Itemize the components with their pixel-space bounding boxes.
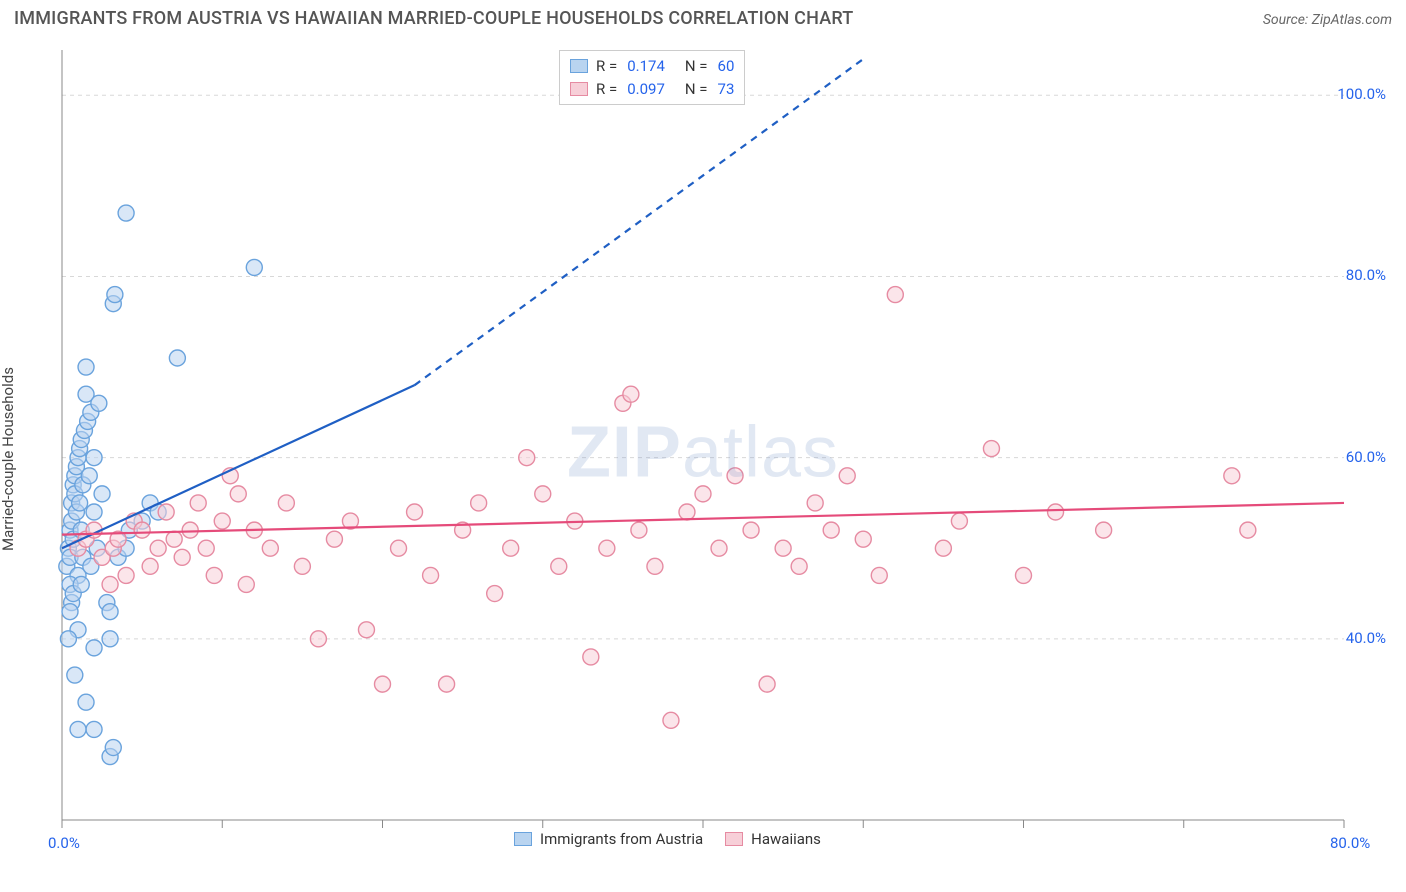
chart-container: Married-couple Households ZIPatlas 40.0%… xyxy=(14,40,1392,878)
y-tick-label: 60.0% xyxy=(1346,448,1386,466)
y-tick-label: 40.0% xyxy=(1346,629,1386,647)
stat-n-label: N = xyxy=(685,78,708,101)
stats-row: R = 0.097 N = 73 xyxy=(570,78,734,101)
legend-label: Hawaiians xyxy=(751,830,821,848)
source-attribution: Source: ZipAtlas.com xyxy=(1263,12,1392,28)
stat-n-value: 60 xyxy=(718,55,735,78)
stats-row: R = 0.174 N = 60 xyxy=(570,55,734,78)
x-tick-label: 80.0% xyxy=(1330,834,1370,852)
legend-swatch xyxy=(570,59,588,73)
chart-title: IMMIGRANTS FROM AUSTRIA VS HAWAIIAN MARR… xyxy=(14,8,853,29)
stat-r-label: R = xyxy=(596,55,617,78)
legend-swatch xyxy=(725,832,743,846)
y-axis-label: Married-couple Households xyxy=(0,367,17,551)
legend-swatch xyxy=(570,82,588,96)
legend-item: Immigrants from Austria xyxy=(514,830,703,848)
stat-r-label: R = xyxy=(596,78,617,101)
stat-n-value: 73 xyxy=(718,78,735,101)
series-legend: Immigrants from Austria Hawaiians xyxy=(514,830,821,848)
stat-r-value: 0.097 xyxy=(627,78,665,101)
stat-n-label: N = xyxy=(685,55,708,78)
legend-label: Immigrants from Austria xyxy=(540,830,703,848)
legend-item: Hawaiians xyxy=(725,830,821,848)
y-tick-label: 100.0% xyxy=(1337,85,1386,103)
scatter-plot xyxy=(14,40,1354,860)
legend-swatch xyxy=(514,832,532,846)
stats-legend-box: R = 0.174 N = 60 R = 0.097 N = 73 xyxy=(559,50,745,105)
stat-r-value: 0.174 xyxy=(627,55,665,78)
y-tick-label: 80.0% xyxy=(1346,266,1386,284)
x-tick-label: 0.0% xyxy=(48,834,80,852)
